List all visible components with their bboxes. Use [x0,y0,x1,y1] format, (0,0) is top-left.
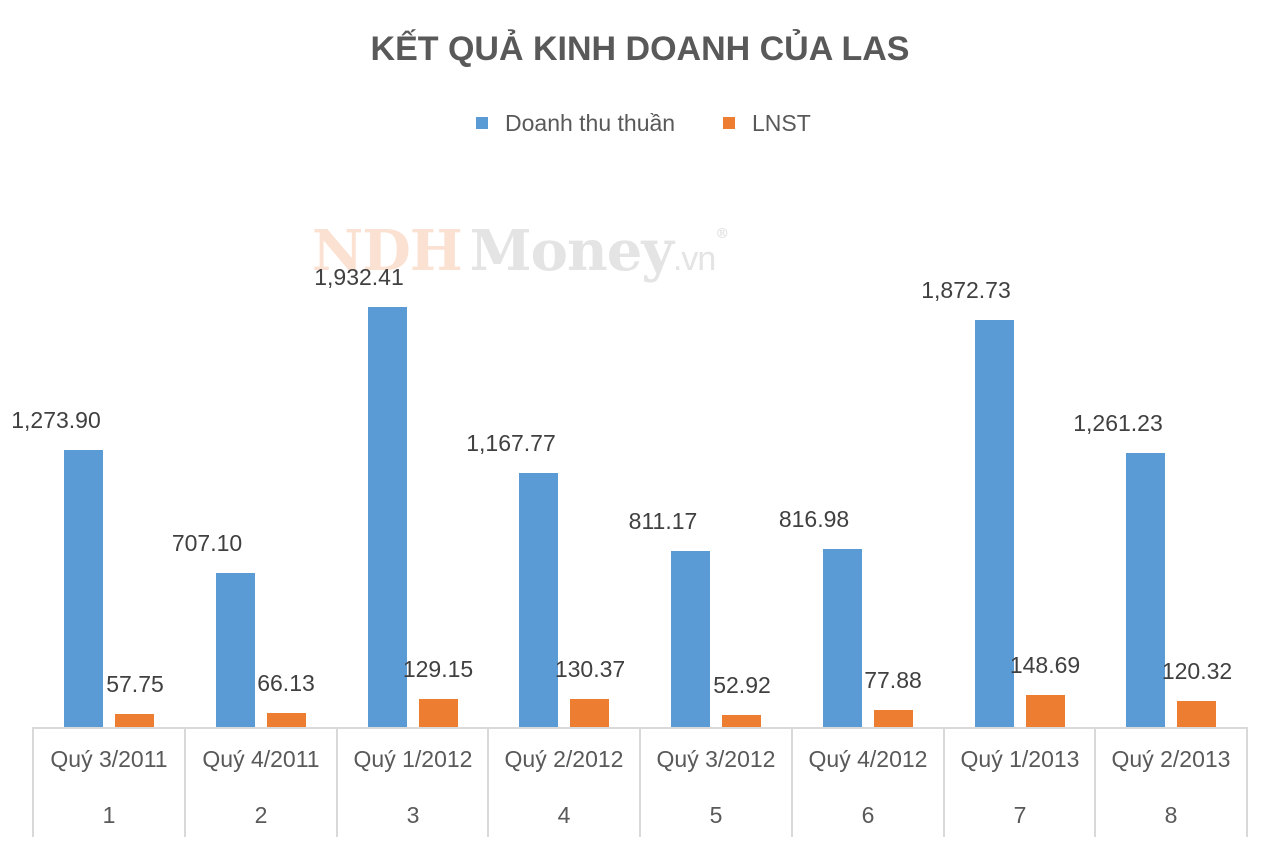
bar-profit [570,699,609,727]
x-axis-category-label: Quý 2/2012 [504,746,624,772]
x-axis-category-index: 5 [709,802,723,828]
plot-area: 1,273.90 57.75 Quý 3/2011 1 707.10 66.13 Quý 4… [11,0,1248,852]
category-divider [487,727,489,837]
x-axis-category-label: Quý 4/2011 [202,746,320,772]
data-label-revenue: 707.10 [171,530,243,556]
legend-swatch-revenue-icon [476,117,488,129]
bar-profit [419,699,458,727]
x-axis-category-label: Quý 4/2012 [808,746,928,772]
data-label-revenue: 1,167.77 [466,430,556,456]
bar-profit [115,714,154,727]
legend-swatch-profit-icon [723,117,735,129]
bar-revenue [368,307,407,727]
category-divider [791,727,793,837]
legend-item-profit: LNST [723,106,811,140]
x-axis-category-index: 4 [557,802,571,828]
bar-revenue [823,549,862,727]
x-axis-category-label: Quý 1/2013 [960,746,1080,772]
bar-profit [1177,701,1216,727]
category-divider [639,727,641,837]
x-axis-category-index: 8 [1164,802,1178,828]
x-axis-category-index: 2 [254,802,268,828]
data-label-profit: 129.15 [402,656,474,682]
x-axis-category-label: Quý 3/2011 [50,746,168,772]
bar-revenue [519,473,558,727]
data-label-profit: 52.92 [713,672,771,698]
bar-profit [874,710,913,727]
legend-label-profit: LNST [752,109,811,136]
data-label-profit: 57.75 [106,671,164,697]
x-axis-category-label: Quý 1/2012 [353,746,473,772]
data-label-revenue: 1,261.23 [1073,410,1163,436]
bar-profit [1026,695,1065,727]
category-divider [336,727,338,837]
bar-revenue [1126,453,1165,727]
registered-icon: ® [715,226,729,242]
legend: Doanh thu thuần LNST [0,106,1280,140]
data-label-profit: 77.88 [864,667,922,693]
bar-profit [722,715,761,727]
x-axis-category-label: Quý 3/2012 [656,746,776,772]
watermark-vn: .vn [672,240,716,278]
category-divider [32,727,34,837]
bar-profit [267,713,306,727]
watermark-money: Money [469,218,674,284]
chart-title: KẾT QUẢ KINH DOANH CỦA LAS [370,30,910,68]
data-label-revenue: 816.98 [778,506,850,532]
x-axis-category-label: Quý 2/2013 [1111,746,1231,772]
data-label-profit: 66.13 [257,670,315,696]
bar-revenue [975,320,1014,727]
category-divider [184,727,186,837]
data-label-profit: 148.69 [1009,652,1081,678]
legend-item-revenue: Doanh thu thuần [476,106,675,140]
bar-revenue [64,450,103,727]
bar-revenue [671,551,710,727]
data-label-profit: 120.32 [1161,658,1233,684]
watermark-ndh: NDH [312,218,463,284]
watermark-logo: NDH Money .vn ® [312,218,729,284]
data-label-revenue: 1,872.73 [921,277,1011,303]
data-label-profit: 130.37 [554,656,626,682]
x-axis-category-index: 1 [102,802,116,828]
x-axis-category-index: 3 [406,802,420,828]
category-divider [1094,727,1096,837]
bar-revenue [216,573,255,727]
data-label-revenue: 1,273.90 [11,407,101,433]
category-divider [1246,727,1248,837]
legend-label-revenue: Doanh thu thuần [505,109,676,136]
x-axis-category-index: 6 [861,802,875,828]
data-label-revenue: 811.17 [628,508,698,534]
data-label-revenue: 1,932.41 [314,264,404,290]
x-axis-category-index: 7 [1013,802,1027,828]
category-divider [943,727,945,837]
